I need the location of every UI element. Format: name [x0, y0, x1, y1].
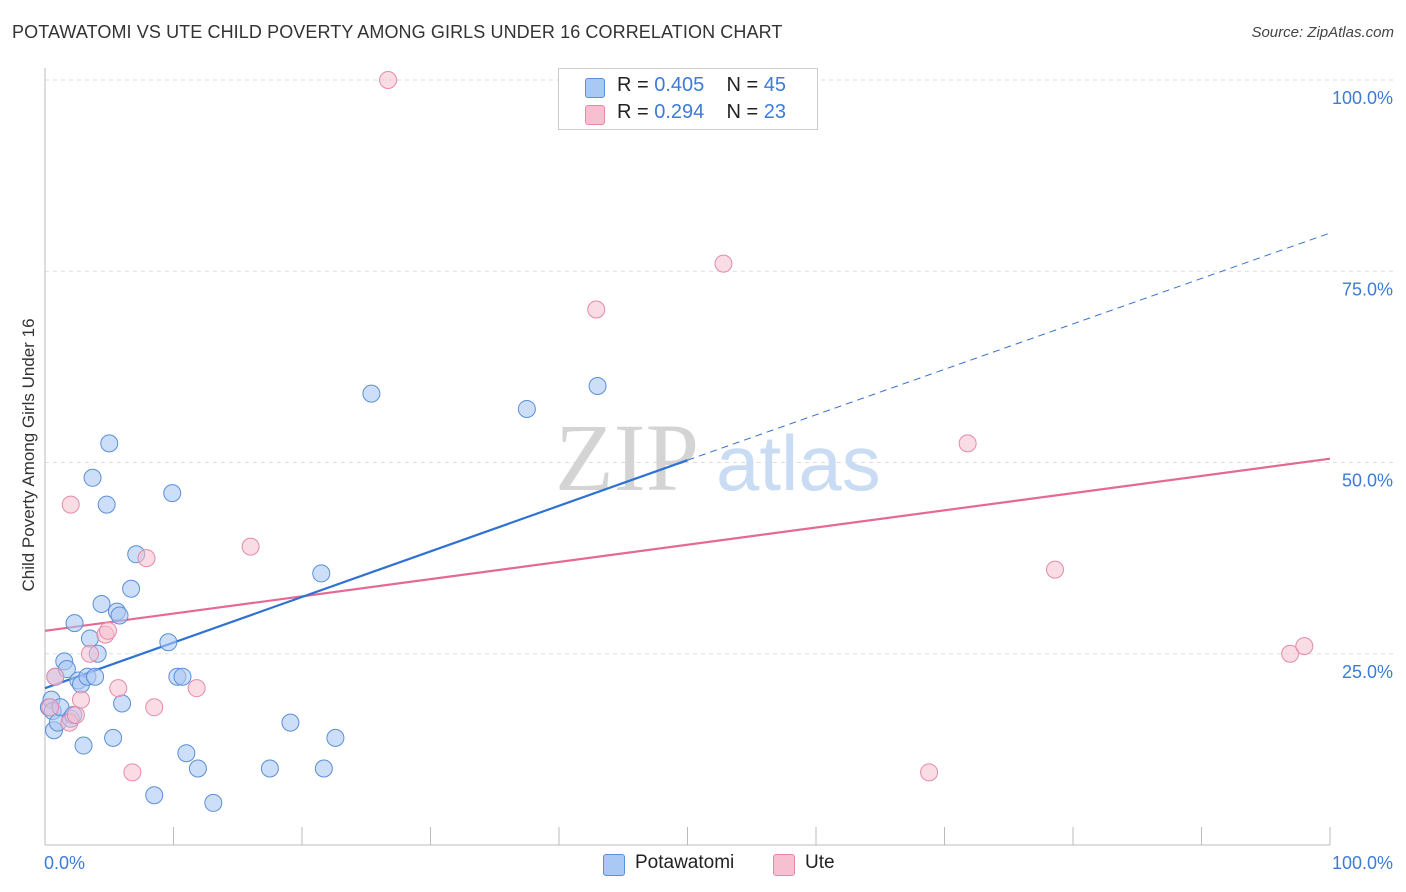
potawatomi-point — [86, 667, 105, 686]
potawatomi-point — [314, 759, 333, 778]
ute-point — [123, 763, 142, 782]
y-tick-label: 50.0% — [1342, 471, 1393, 491]
y-tick-label: 25.0% — [1342, 662, 1393, 682]
potawatomi-point — [326, 728, 345, 747]
legend-swatch-ute — [773, 854, 795, 876]
potawatomi-trend-extension — [687, 232, 1331, 461]
r-label: R = — [617, 101, 649, 123]
potawatomi-point — [312, 564, 331, 583]
ute-point — [71, 690, 90, 709]
ute-point — [587, 300, 606, 319]
ute-point — [109, 679, 128, 698]
potawatomi-point — [260, 759, 279, 778]
ute-point — [46, 667, 65, 686]
ute-point — [1281, 644, 1300, 663]
legend-label-potawatomi: Potawatomi — [635, 852, 735, 873]
gridlines — [45, 79, 1395, 655]
chart-title: POTAWATOMI VS UTE CHILD POVERTY AMONG GI… — [12, 22, 783, 42]
y-axis-title: Child Poverty Among Girls Under 16 — [19, 318, 38, 591]
r-label: R = — [617, 74, 649, 96]
ute-point — [714, 254, 733, 273]
potawatomi-point — [145, 786, 164, 805]
potawatomi-point — [163, 484, 182, 503]
y-tick-labels: 25.0% 50.0% 75.0% 100.0% — [1332, 88, 1393, 682]
potawatomi-point — [110, 606, 129, 625]
r-value: 0.405 — [654, 74, 705, 96]
n-label: N = — [726, 74, 759, 96]
ute-point — [379, 71, 398, 89]
ute-point — [61, 495, 80, 514]
n-value: 23 — [763, 101, 787, 123]
n-value: 45 — [763, 74, 787, 96]
r-value: 0.294 — [654, 101, 705, 123]
potawatomi-point — [83, 468, 102, 487]
ute-point — [920, 763, 939, 782]
ute-point — [187, 679, 206, 698]
potawatomi-swatch — [585, 78, 605, 98]
ute-point — [66, 705, 85, 724]
potawatomi-point — [80, 629, 99, 648]
stats-box: R = 0.405 N = 45 R = 0.294 N = 23 — [558, 68, 818, 130]
ute-trend-line — [44, 457, 1331, 632]
potawatomi-point — [362, 384, 381, 403]
ute-swatch — [585, 105, 605, 125]
ute-point — [1046, 560, 1065, 579]
watermark-atlas: atlas — [716, 419, 881, 507]
ute-point — [41, 698, 60, 717]
x-tick-labels: 0.0% 100.0% — [44, 853, 1393, 873]
ute-point — [145, 698, 164, 717]
data-points — [39, 71, 1314, 812]
potawatomi-point — [204, 793, 223, 812]
potawatomi-point — [104, 728, 123, 747]
potawatomi-point — [97, 495, 116, 514]
potawatomi-point — [65, 614, 84, 633]
potawatomi-point — [517, 399, 536, 418]
legend: Potawatomi Ute — [0, 852, 1406, 878]
y-tick-label: 75.0% — [1342, 279, 1393, 299]
source-label: Source: ZipAtlas.com — [1251, 24, 1394, 41]
x-tick-label: 100.0% — [1332, 853, 1393, 873]
potawatomi-point — [159, 633, 178, 652]
potawatomi-point — [588, 377, 607, 395]
ute-point — [1295, 637, 1314, 656]
ute-point — [137, 549, 156, 568]
legend-label-ute: Ute — [805, 852, 835, 873]
watermark-zip: ZIP — [555, 404, 699, 511]
potawatomi-point — [177, 744, 196, 763]
legend-swatch-potawatomi — [603, 854, 625, 876]
potawatomi-point — [113, 694, 132, 713]
trend-lines — [44, 232, 1331, 690]
potawatomi-point — [173, 667, 192, 686]
potawatomi-trend-line — [44, 459, 688, 690]
ute-point — [80, 644, 99, 663]
potawatomi-point — [100, 434, 119, 453]
potawatomi-point — [188, 759, 207, 778]
potawatomi-point — [92, 595, 111, 614]
ute-point — [98, 621, 117, 640]
watermark: ZIP atlas — [555, 404, 881, 511]
potawatomi-point — [281, 713, 300, 732]
potawatomi-point — [122, 579, 141, 598]
n-label: N = — [726, 101, 759, 123]
potawatomi-point — [74, 736, 93, 755]
ute-point — [241, 537, 260, 556]
x-tick-label: 0.0% — [44, 853, 85, 873]
y-tick-label: 100.0% — [1332, 88, 1393, 108]
ute-point — [958, 434, 977, 453]
